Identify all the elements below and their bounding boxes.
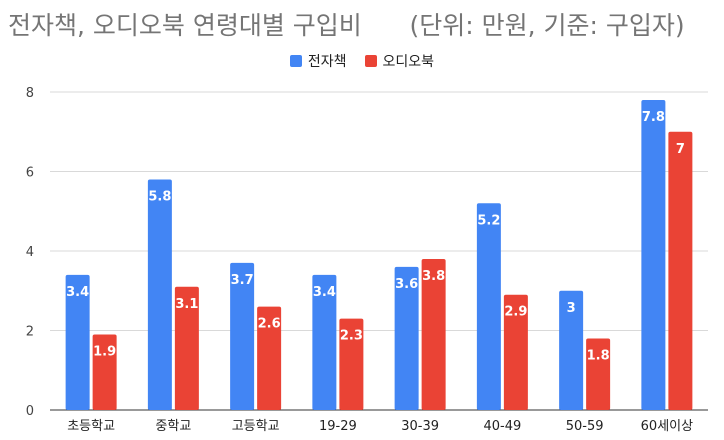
bar-audiobook-0 xyxy=(92,334,117,410)
x-tick-label-1: 중학교 xyxy=(155,419,191,434)
data-label-ebook-3: 3.4 xyxy=(313,285,336,300)
data-label-audiobook-1: 3.1 xyxy=(175,297,198,312)
bar-audiobook-1 xyxy=(174,286,199,410)
y-tick-label-8: 8 xyxy=(26,86,34,101)
bar-ebook-6 xyxy=(559,290,584,410)
bar-ebook-7 xyxy=(641,99,666,410)
y-tick-label-2: 2 xyxy=(26,325,34,340)
legend-swatch-ebook xyxy=(289,55,302,67)
data-label-audiobook-3: 2.3 xyxy=(340,329,363,344)
x-tick-label-5: 40-49 xyxy=(483,419,521,434)
bar-ebook-3 xyxy=(312,274,337,410)
bar-ebook-0 xyxy=(65,274,90,410)
legend-label-ebook: 전자책 xyxy=(307,54,347,70)
bar-ebook-2 xyxy=(230,262,255,410)
bar-audiobook-4 xyxy=(421,258,446,410)
bar-audiobook-3 xyxy=(339,318,364,410)
chart-title: 전자책, 오디오북 연령대별 구입비 (단위: 만원, 기준: 구입자) xyxy=(8,6,685,46)
bar-audiobook-7 xyxy=(668,131,693,410)
y-tick-label-6: 6 xyxy=(26,166,34,181)
data-label-audiobook-5: 2.9 xyxy=(504,305,527,320)
data-label-ebook-6: 3 xyxy=(567,301,576,316)
bar-audiobook-6 xyxy=(586,338,611,410)
legend: 전자책 오디오북 xyxy=(0,50,724,72)
y-tick-label-4: 4 xyxy=(26,245,34,260)
data-label-ebook-5: 5.2 xyxy=(477,213,500,228)
data-label-audiobook-0: 1.9 xyxy=(93,344,116,359)
legend-swatch-audiobook xyxy=(364,55,377,67)
data-label-ebook-7: 7.8 xyxy=(642,110,665,125)
data-label-ebook-0: 3.4 xyxy=(66,285,89,300)
x-tick-label-7: 60세이상 xyxy=(641,419,693,434)
data-label-audiobook-7: 7 xyxy=(676,142,685,157)
x-tick-label-3: 19-29 xyxy=(319,419,357,434)
bar-audiobook-5 xyxy=(503,294,528,410)
x-tick-label-4: 30-39 xyxy=(401,419,439,434)
y-tick-label-0: 0 xyxy=(26,404,34,419)
bar-audiobook-2 xyxy=(257,306,282,410)
bar-ebook-4 xyxy=(394,266,419,410)
bar-ebook-1 xyxy=(147,179,172,410)
data-label-audiobook-2: 2.6 xyxy=(258,317,281,332)
legend-label-audiobook: 오디오북 xyxy=(382,54,435,70)
legend-item-audiobook: 오디오북 xyxy=(364,51,435,71)
x-tick-label-6: 50-59 xyxy=(566,419,604,434)
x-tick-label-0: 초등학교 xyxy=(67,419,115,434)
bar-ebook-5 xyxy=(476,203,501,410)
data-label-ebook-2: 3.7 xyxy=(231,273,254,288)
data-label-ebook-4: 3.6 xyxy=(395,277,418,292)
legend-item-ebook: 전자책 xyxy=(289,51,347,71)
x-tick-label-2: 고등학교 xyxy=(232,419,280,434)
data-label-audiobook-6: 1.8 xyxy=(587,348,610,363)
data-label-audiobook-4: 3.8 xyxy=(422,269,445,284)
chart-title-main: 전자책, 오디오북 연령대별 구입비 xyxy=(8,11,362,40)
data-label-ebook-1: 5.8 xyxy=(148,189,171,204)
chart-title-unit: (단위: 만원, 기준: 구입자) xyxy=(409,11,685,40)
